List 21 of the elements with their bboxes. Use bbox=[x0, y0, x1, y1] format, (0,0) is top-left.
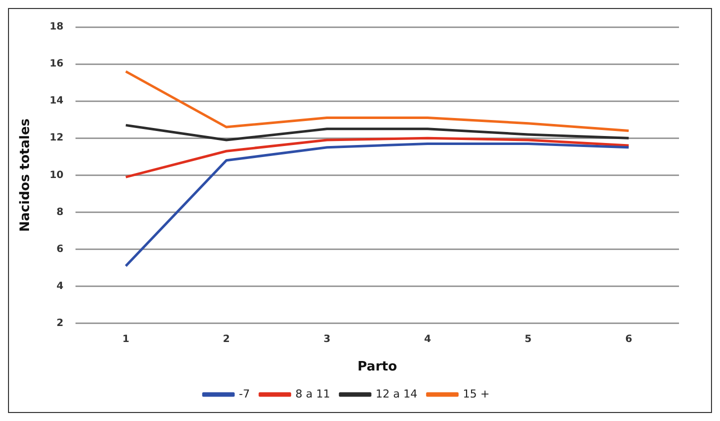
x-tick-label: 6 bbox=[625, 334, 632, 345]
y-tick-label: 10 bbox=[50, 170, 64, 181]
y-tick-label: 2 bbox=[56, 318, 64, 329]
x-tick-label: 1 bbox=[122, 334, 130, 345]
y-tick-label: 6 bbox=[56, 244, 64, 255]
x-tick-label: 5 bbox=[524, 334, 532, 345]
y-axis-title: Nacidos totales bbox=[18, 118, 34, 232]
y-tick-label: 14 bbox=[50, 96, 64, 107]
legend-label: 15 + bbox=[462, 387, 490, 400]
x-tick-label: 4 bbox=[424, 334, 432, 345]
y-tick-label: 8 bbox=[56, 206, 64, 218]
legend-label: 12 a 14 bbox=[376, 387, 418, 400]
legend-label: -7 bbox=[238, 387, 250, 400]
x-axis-title: Parto bbox=[358, 360, 398, 375]
x-tick-label: 2 bbox=[222, 334, 230, 345]
x-tick-label: 3 bbox=[323, 334, 330, 345]
y-tick-label: 18 bbox=[50, 22, 64, 33]
y-tick-label: 12 bbox=[50, 132, 64, 144]
y-tick-label: 4 bbox=[56, 280, 64, 292]
legend-label: 8 a 11 bbox=[295, 387, 330, 400]
y-tick-label: 16 bbox=[50, 58, 64, 70]
